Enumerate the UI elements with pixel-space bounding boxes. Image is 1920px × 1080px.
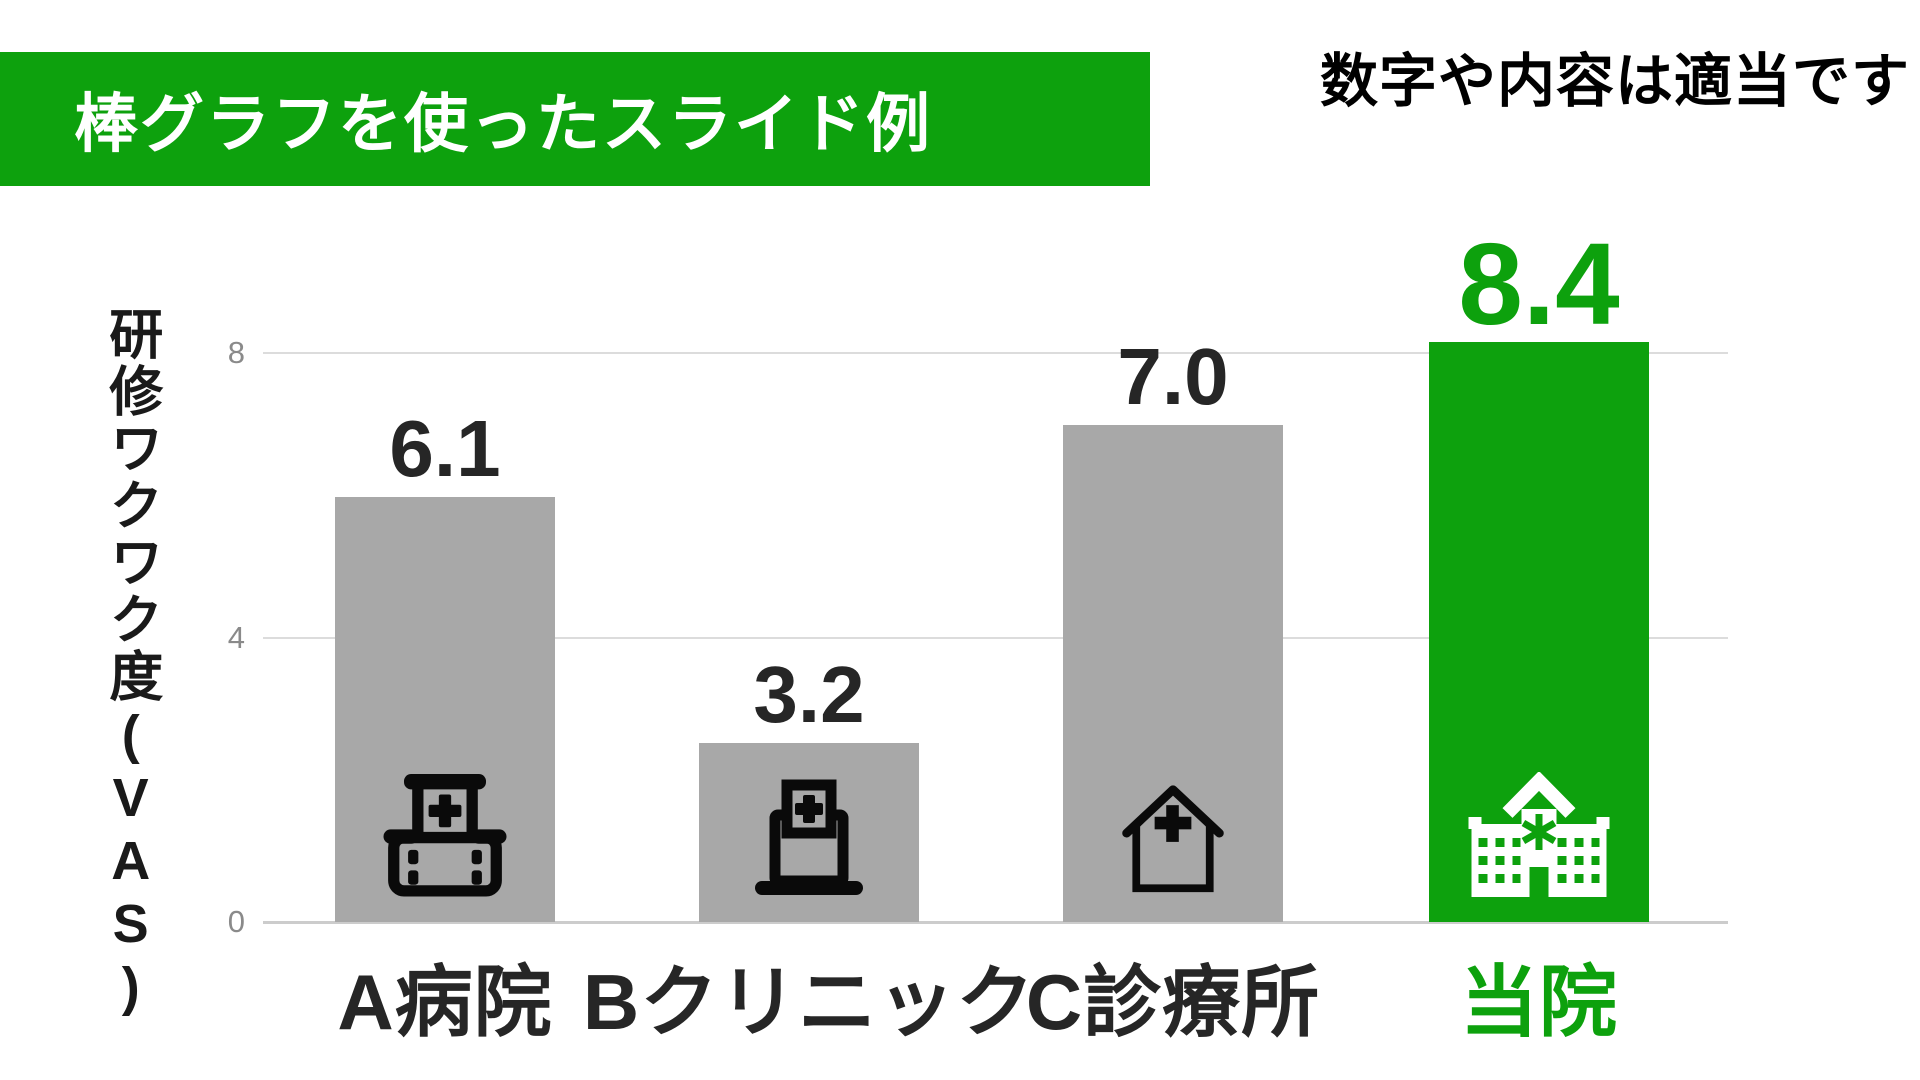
gridline [263,636,1728,639]
category-label-4: 当院 [1459,958,1618,1046]
category-label-1: A病院 [337,958,553,1046]
y-axis-title: 研修ワクワク度(VAS) [100,306,161,1020]
bar-2 [699,743,919,922]
y-tick-label: 8 [227,335,245,371]
disclaimer-note: 数字や内容は適当です [1319,49,1910,114]
clinic-icon [749,779,869,902]
bar-value-label: 8.4 [1458,219,1620,349]
title-banner: 棒グラフを使ったスライド例 [0,52,1150,186]
bar-1 [335,497,555,922]
x-axis-line [263,921,1728,924]
hospital-icon [383,774,507,902]
bar-4 [1429,342,1649,922]
bar-value-label: 3.2 [753,650,865,739]
y-tick-label: 0 [227,904,245,939]
bar-3 [1063,425,1283,922]
slide-title: 棒グラフを使ったスライド例 [74,88,932,160]
hospital-building-icon [1468,771,1610,902]
category-label-3: C診療所 [1025,958,1321,1046]
house-cross-icon [1115,781,1231,902]
gridline [263,352,1728,355]
bar-value-label: 6.1 [389,404,501,493]
category-label-2: Bクリニック [582,958,1036,1046]
bar-value-label: 7.0 [1117,332,1229,421]
y-tick-label: 4 [227,619,245,655]
